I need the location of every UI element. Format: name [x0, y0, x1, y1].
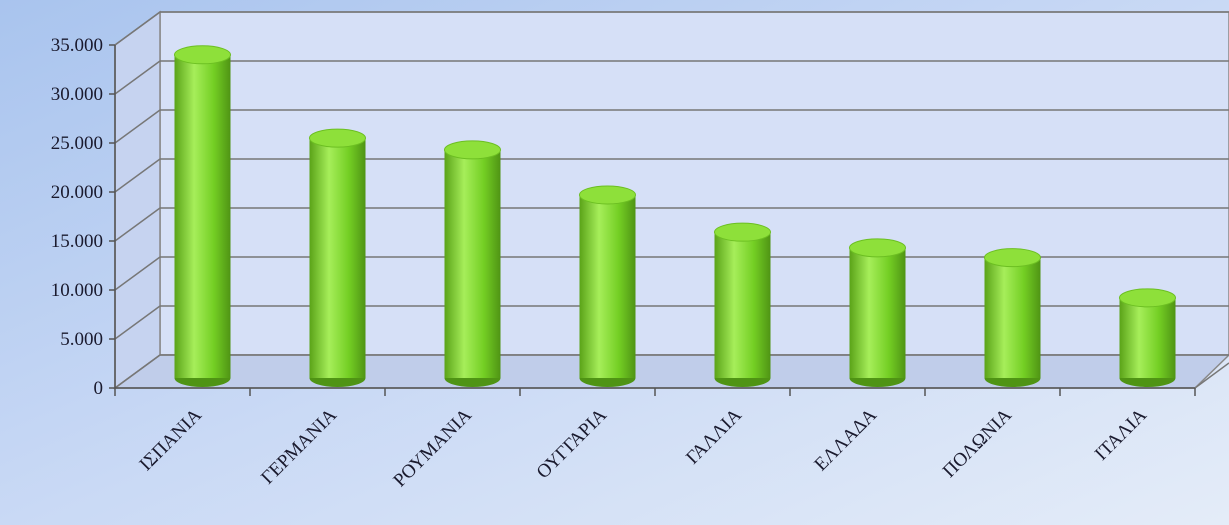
- floor: [112, 354, 1229, 389]
- bar-body: [984, 257, 1041, 378]
- bar-body: [579, 194, 636, 378]
- bar-top: [1119, 288, 1176, 308]
- bar: [174, 45, 231, 387]
- y-tick-label: 10.000: [51, 280, 103, 301]
- bar-body: [309, 138, 366, 378]
- grid-line: [114, 305, 161, 340]
- y-tick-label: 0: [94, 378, 104, 399]
- bar-top: [984, 248, 1041, 268]
- y-tick-label: 5.000: [60, 329, 103, 350]
- bar-body: [444, 149, 501, 378]
- bar-top: [714, 222, 771, 242]
- bar-top: [309, 128, 366, 148]
- y-tick-label: 25.000: [51, 133, 103, 154]
- y-tick-label: 15.000: [51, 231, 103, 252]
- grid-line: [114, 158, 161, 193]
- grid-line: [114, 11, 161, 46]
- bar: [849, 238, 906, 387]
- bar-top: [174, 45, 231, 65]
- y-tick-label: 20.000: [51, 182, 103, 203]
- bar-top: [579, 185, 636, 205]
- grid-line: [114, 256, 161, 291]
- bar: [444, 140, 501, 387]
- bar: [1119, 288, 1176, 387]
- grid-line: [114, 109, 161, 144]
- bar: [714, 222, 771, 387]
- bar-body: [714, 232, 771, 378]
- y-tick-label: 35.000: [51, 35, 103, 56]
- bar-body: [1119, 297, 1176, 378]
- grid-line: [114, 207, 161, 242]
- bar-body: [174, 54, 231, 379]
- bar-top: [444, 140, 501, 160]
- bar: [984, 248, 1041, 387]
- bar-top: [849, 238, 906, 258]
- bar: [309, 128, 366, 387]
- floor-edge: [1194, 362, 1229, 389]
- bar-body: [849, 247, 906, 378]
- side-wall: [114, 10, 161, 390]
- y-tick-label: 30.000: [51, 84, 103, 105]
- grid-line: [114, 354, 161, 389]
- bar: [579, 185, 636, 387]
- grid-line: [114, 60, 161, 95]
